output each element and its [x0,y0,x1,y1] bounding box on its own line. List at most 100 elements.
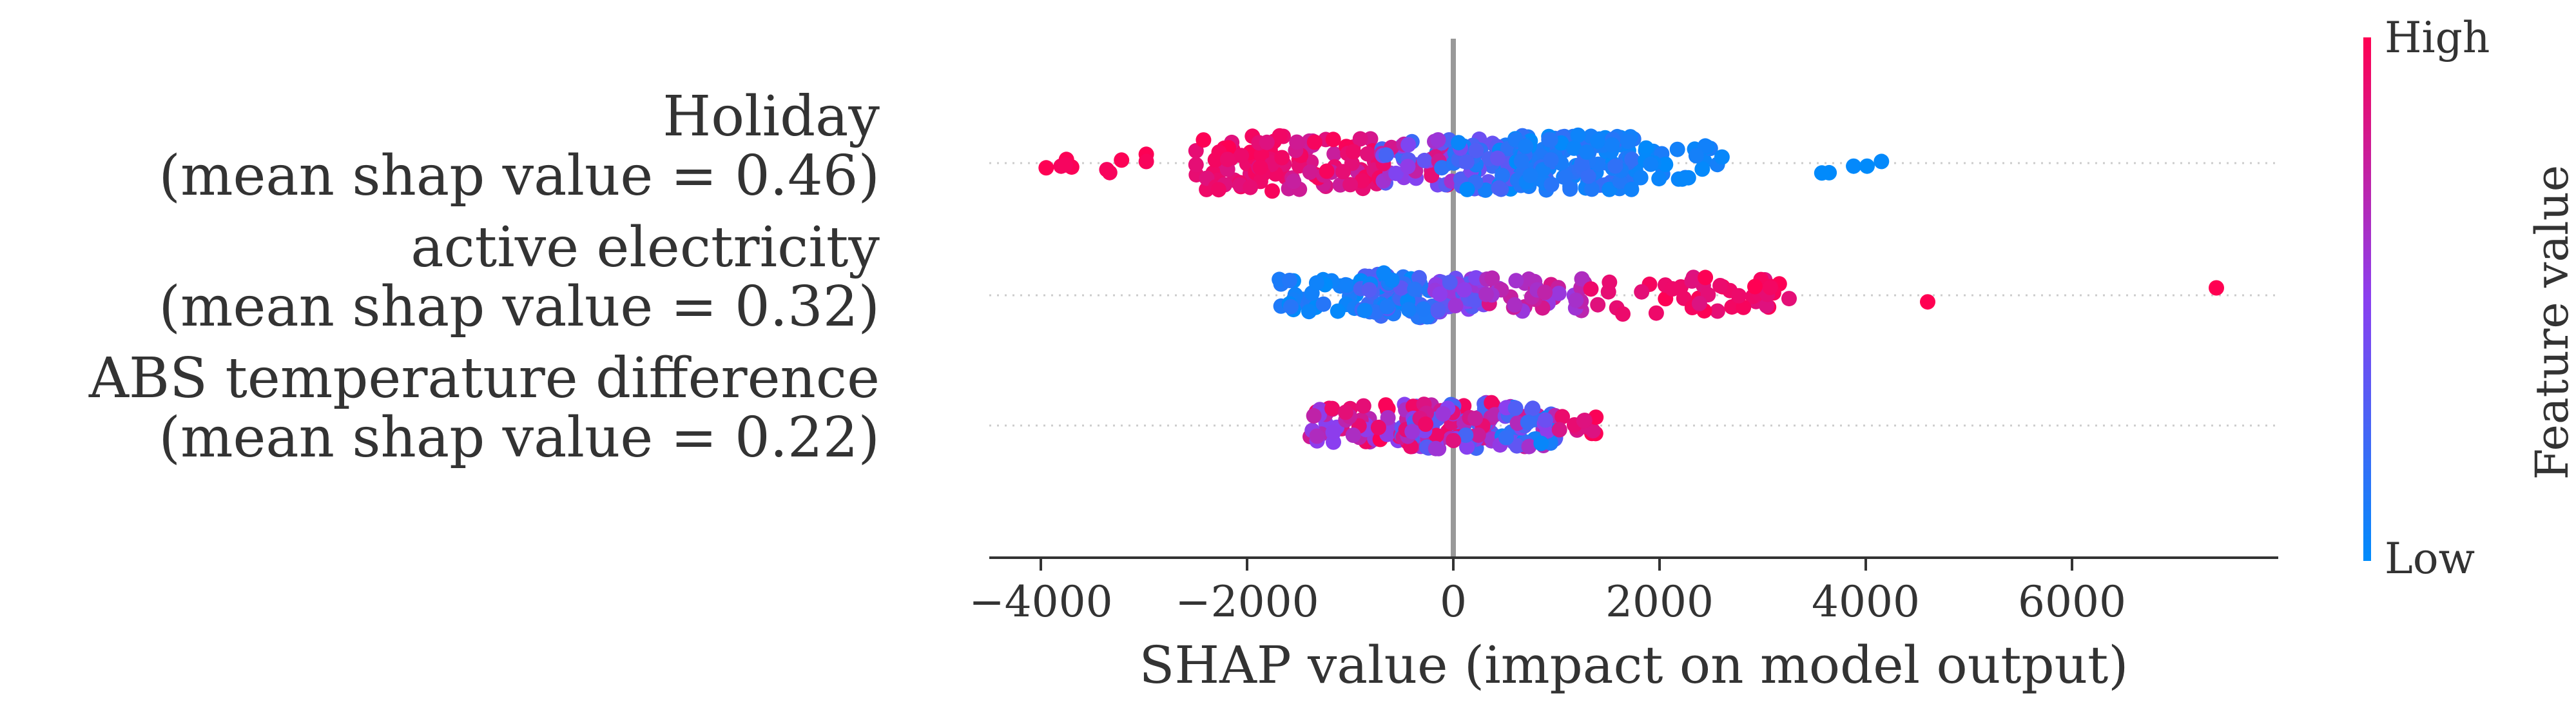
shap-point [1309,428,1325,444]
shap-point [1620,133,1636,150]
shap-point [1638,140,1654,156]
shap-point [1736,299,1752,315]
shap-point [1698,138,1713,154]
shap-point [1570,127,1586,143]
shap-point [1378,397,1394,413]
shap-point [1456,282,1472,298]
shap-point [1680,170,1696,186]
shap-point [1458,154,1475,170]
shap-point [1478,286,1495,302]
shap-point [1632,170,1649,186]
shap-point [1538,412,1553,428]
shap-point [1562,181,1578,197]
shap-point [1459,181,1475,197]
shap-point [1361,282,1377,298]
shap-point [1495,168,1510,184]
shap-point [1138,153,1154,170]
colorbar-low-label: Low [2385,534,2475,583]
x-tick-label: 4000 [1812,577,1920,627]
shap-point [1747,279,1763,295]
shap-point [1301,304,1317,320]
shap-point [1579,144,1594,160]
colorbar-title: Feature value [2526,164,2576,480]
shap-point [1566,140,1582,156]
shap-point [1417,152,1433,168]
shap-point [1308,275,1324,291]
shap-point [1354,173,1370,189]
shap-point [1518,138,1534,154]
shap-point [1507,400,1524,416]
shap-point [1283,299,1299,315]
shap-point [1259,134,1275,150]
shap-point [1306,134,1322,150]
shap-point [1467,411,1484,426]
shap-point [1286,173,1302,190]
shap-point [1814,165,1830,181]
feature-label-abs-temperature-difference: ABS temperature difference (mean shap va… [89,349,880,467]
shap-point [1400,137,1417,153]
shap-point [1370,420,1386,435]
shap-point [1337,404,1353,420]
shap-point [1846,158,1862,174]
shap-point [1604,137,1620,153]
shap-point [1038,160,1054,176]
shap-point [1525,400,1541,417]
x-tick-label: 6000 [2018,577,2126,627]
x-tick-label: 2000 [1605,577,1714,627]
shap-point [1615,306,1631,322]
shap-point [1669,141,1685,157]
shap-point [1281,273,1297,288]
shap-point [1400,302,1417,318]
shap-point [1335,164,1351,180]
shap-point [1252,159,1268,175]
shap-point [1551,286,1567,302]
shap-point [1243,179,1258,195]
shap-point [1665,281,1681,297]
shap-point [1491,180,1507,196]
x-tick-label: −4000 [969,577,1113,627]
shap-point [1651,171,1667,187]
shap-point [1468,142,1484,159]
shap-point [1428,440,1444,456]
shap-point [1430,132,1446,148]
shap-point [1583,281,1599,297]
shap-point [1210,182,1226,198]
shap-point [1554,409,1571,425]
shap-point [1388,165,1404,181]
shap-point [1489,150,1506,166]
shap-point [1254,147,1270,163]
shap-point [1415,301,1431,317]
shap-point [1407,281,1423,297]
shap-point [1325,132,1341,148]
shap-point [1484,395,1500,411]
shap-point [1568,292,1584,308]
shap-point [1484,270,1500,286]
shap-point [1264,183,1280,199]
shap-point [1694,161,1710,177]
shap-point [1724,299,1740,315]
shap-point [1574,155,1590,172]
shap-point [1759,298,1775,314]
shap-point [1688,148,1704,164]
shap-point [1428,427,1444,444]
shap-point [1188,157,1204,173]
shap-point [1434,160,1450,176]
shap-point [1698,270,1714,286]
shap-point [1583,181,1600,197]
shap-point [1533,435,1549,451]
shap-point [1537,284,1553,300]
feature-name: ABS temperature difference [88,346,880,411]
shap-point [1058,157,1074,173]
shap-point [1352,131,1368,147]
x-tick-label: −2000 [1175,577,1319,627]
shap-point [1551,422,1567,438]
shap-point [1602,181,1618,197]
feature-name: Holiday [663,84,880,149]
shap-point [1345,427,1361,443]
shap-point [1219,152,1235,168]
shap-point [1302,164,1318,180]
shap-point [1607,158,1623,174]
shap-point [1513,153,1529,169]
shap-point [1731,288,1747,304]
